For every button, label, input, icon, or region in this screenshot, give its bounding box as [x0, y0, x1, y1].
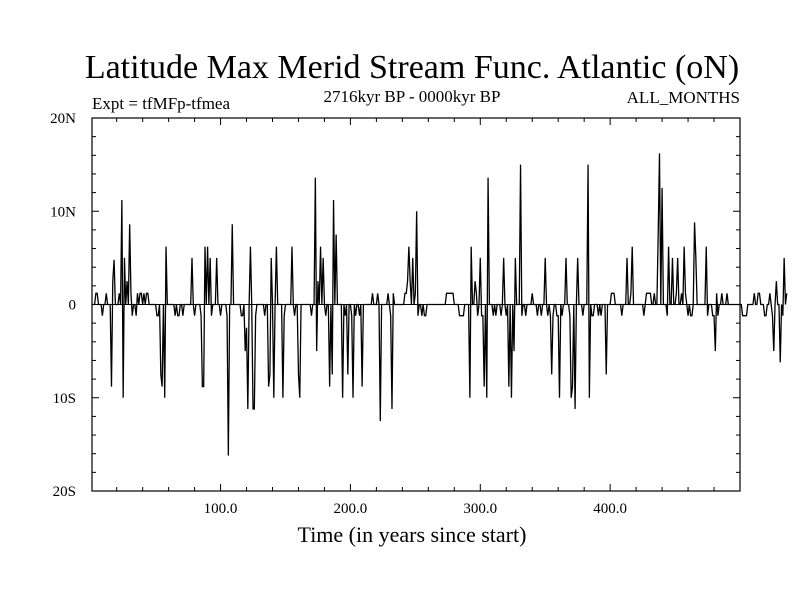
x-tick-label: 200.0	[334, 501, 368, 517]
x-axis-label: Time (in years since start)	[298, 522, 527, 547]
y-tick-label: 20N	[50, 111, 76, 127]
y-tick-label: 10N	[50, 204, 76, 220]
chart-subtitle-left: Expt = tfMFp-tfmea	[92, 94, 230, 113]
x-tick-label: 400.0	[593, 501, 627, 517]
chart-subtitle-center: 2716kyr BP - 0000kyr BP	[324, 87, 501, 106]
chart-title: Latitude Max Merid Stream Func. Atlantic…	[85, 49, 739, 86]
y-tick-label: 0	[69, 298, 77, 314]
chart-subtitle-right: ALL_MONTHS	[627, 88, 740, 107]
y-tick-label: 10S	[53, 391, 76, 407]
y-tick-label: 20S	[53, 484, 76, 500]
x-tick-label: 300.0	[463, 501, 497, 517]
series-line-0	[92, 153, 788, 456]
series-layer	[92, 153, 788, 456]
x-tick-label: 100.0	[204, 501, 238, 517]
axes-layer: 100.0 200.0 300.0 400.0 20S 10S 0 10N 20N	[50, 111, 741, 517]
